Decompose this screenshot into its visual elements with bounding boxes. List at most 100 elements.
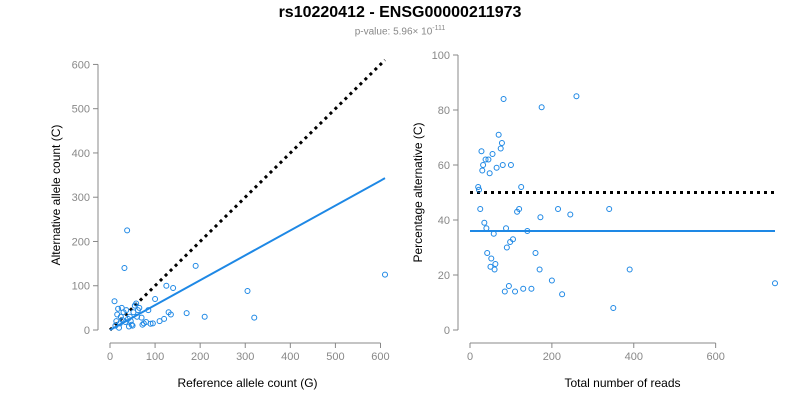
percentage-data-point [495,131,502,138]
allele-count-data-point [117,313,124,320]
percentage-data-point [478,148,485,155]
allele-count-data-point [129,322,136,329]
percentage-data-point [491,266,498,273]
allele-count-data-point [167,311,174,318]
pvalue-prefix: p-value: 5.96× 10 [354,26,433,38]
allele-count-y-tick-label: 400 [72,148,90,160]
percentage-y-tick-label: 80 [438,105,450,117]
allele-count-data-point [115,305,122,312]
percentage-y-tick-label: 100 [432,50,450,62]
allele-count-data-point [161,315,168,322]
percentage-x-tick-label: 600 [706,351,724,363]
allele-count-data-point [163,282,170,289]
figure-subtitle-pvalue: p-value: 5.96× 10-111 [0,25,800,37]
allele-count-data-point [136,304,143,311]
percentage-data-point [485,156,492,163]
percentage-data-point [610,305,617,311]
percentage-data-point [772,280,778,287]
percentage-data-point [488,255,495,262]
percentage-data-point [503,244,510,251]
allele-count-data-point [152,296,159,303]
percentage-x-tick-label: 200 [543,351,561,363]
percentage-data-point [537,214,544,221]
percentage-data-point [479,167,486,174]
allele-count-data-point [382,271,388,278]
percentage-data-point [481,219,488,226]
allele-count-y-tick-label: 500 [72,104,90,116]
allele-count-y-tick-label: 600 [72,59,90,71]
allele-count-x-tick-label: 0 [107,351,113,363]
percentage-data-point [512,288,519,295]
percentage-data-point [498,140,505,146]
percentage-data-point [493,164,500,171]
percentage-y-axis-title: Percentage alternative (C) [411,122,425,262]
percentage-data-point [482,156,489,163]
percentage-data-point [528,285,535,292]
allele-count-data-point [192,262,199,269]
allele-count-x-tick-label: 500 [326,351,344,363]
percentage-y-tick-label: 20 [438,270,450,282]
allele-count-x-tick-label: 400 [281,351,299,363]
percentage-data-point [487,263,494,270]
allele-count-data-point [170,284,177,291]
percentage-data-point [559,291,566,298]
percentage-y-tick-label: 0 [444,325,450,337]
percentage-data-point [486,170,493,177]
percentage-data-point [516,206,523,212]
percentage-data-point [548,277,555,284]
percentage-x-axis-title: Total number of reads [564,376,680,390]
percentage-data-point [476,186,483,193]
percentage-data-point [475,184,482,190]
percentage-x-tick-label: 400 [625,351,643,363]
allele-count-y-axis-title: Alternative allele count (C) [49,125,63,266]
allele-count-fit-line [109,177,386,331]
percentage-data-point [606,206,613,212]
allele-count-data-point [124,227,131,234]
percentage-data-point [538,104,545,111]
allele-count-data-point [201,313,208,320]
allele-count-data-point [251,314,258,321]
percentage-data-point [536,266,543,273]
allele-count-x-tick-label: 600 [371,351,389,363]
allele-count-data-point [111,298,118,305]
percentage-data-point [489,151,496,157]
allele-count-data-point [149,320,156,327]
allele-count-y-tick-label: 300 [72,192,90,204]
allele-count-data-point [123,307,130,314]
percentage-data-point [499,162,506,168]
allele-count-y-tick-label: 100 [72,281,90,293]
percentage-data-point [573,93,580,100]
percentage-data-point [626,266,633,273]
percentage-data-point [484,250,491,256]
percentage-data-point [505,283,512,289]
percentage-data-point [567,211,574,218]
pvalue-exponent: -111 [432,25,446,32]
figure-title: rs10220412 - ENSG00000211973 [278,4,522,21]
percentage-data-point [507,162,514,168]
allele-count-data-point [183,310,190,317]
allele-count-reference-line [108,58,387,332]
allele-count-x-tick-label: 200 [191,351,209,363]
percentage-data-point [532,250,539,256]
percentage-x-tick-label: 0 [467,351,473,363]
percentage-data-point [555,206,562,212]
allele-count-y-tick-label: 0 [84,325,90,337]
allele-count-y-tick-label: 200 [72,236,90,248]
allele-count-data-point [133,300,140,307]
allele-count-data-point [244,288,251,295]
allele-count-x-tick-label: 300 [236,351,254,363]
allele-count-data-point [147,320,154,327]
allele-count-data-point [138,314,145,321]
percentage-data-point [497,145,504,152]
allele-count-x-axis-title: Reference allele count (G) [177,376,317,390]
allele-count-data-point [128,321,135,328]
percentage-data-point [509,236,516,243]
percentage-data-point [477,206,484,212]
allele-count-x-tick-label: 100 [146,351,164,363]
allele-count-data-point [121,265,128,272]
percentage-data-point [480,162,487,168]
percentage-y-tick-label: 40 [438,215,450,227]
